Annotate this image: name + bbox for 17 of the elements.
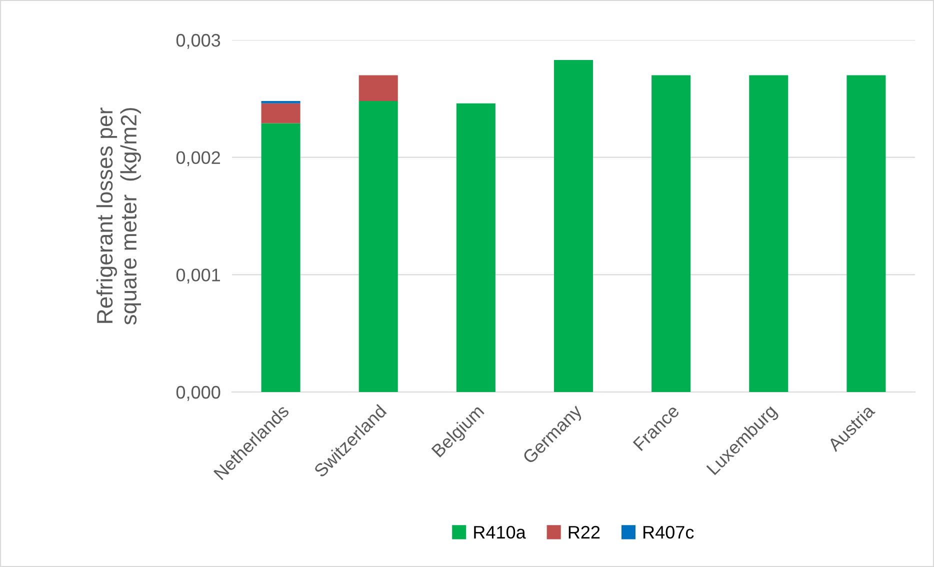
y-tick-label: 0,002 — [176, 151, 220, 166]
legend-label: R22 — [568, 526, 600, 538]
y-tick-label: 0,000 — [176, 386, 220, 401]
bar — [652, 75, 691, 392]
bar — [261, 123, 300, 392]
bar — [846, 75, 886, 392]
bar — [358, 75, 398, 102]
bar — [261, 103, 300, 124]
legend-label: R410a — [474, 526, 526, 539]
bar — [456, 103, 496, 392]
bar — [554, 60, 594, 392]
y-tick-label: 0,003 — [176, 34, 220, 49]
bar — [749, 75, 788, 392]
bar — [358, 101, 398, 392]
legend-label: R407c — [644, 526, 694, 539]
y-axis-title: Refrigerant losses per square meter (kg/m2) — [96, 108, 141, 325]
y-tick-label: 0,001 — [176, 268, 220, 284]
